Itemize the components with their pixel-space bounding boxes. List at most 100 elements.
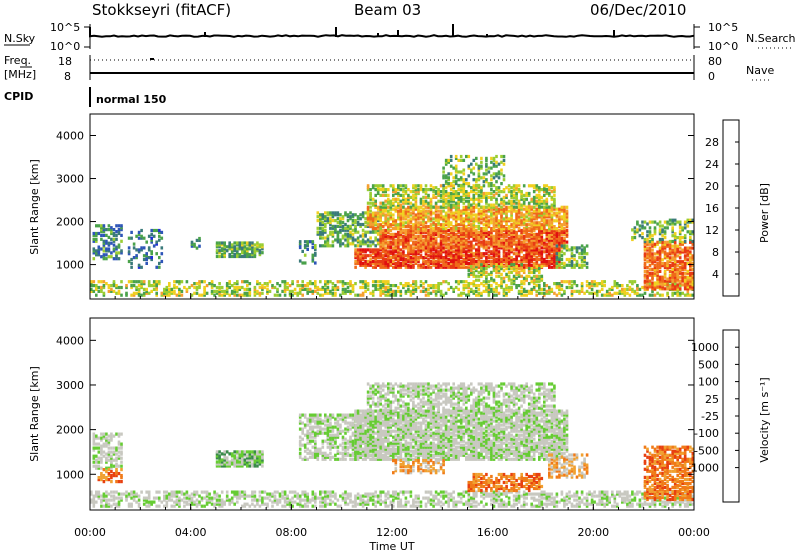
scatter-cell [417, 259, 420, 264]
scatter-cell [492, 252, 496, 256]
scatter-cell [532, 282, 536, 286]
scatter-cell [444, 182, 448, 186]
scatter-cell [414, 227, 418, 231]
scatter-cell [439, 252, 443, 256]
scatter-cell [490, 219, 493, 223]
scatter-cell [437, 219, 440, 223]
scatter-cell [130, 257, 133, 262]
scatter-cell [470, 219, 473, 223]
scatter-cell [449, 191, 453, 196]
scatter-cell [497, 221, 501, 225]
noise-spikes [89, 24, 615, 37]
scatter-cell [371, 211, 375, 215]
scatter-cell [434, 225, 438, 229]
scatter-cell [404, 282, 408, 286]
scatter-cell [502, 228, 506, 233]
scatter-cell [321, 217, 325, 221]
scatter-cell [560, 217, 564, 221]
scatter-cell [543, 215, 546, 219]
scatter-cell [379, 236, 382, 240]
scatter-cell [517, 284, 521, 288]
scatter-cell [663, 226, 667, 230]
scatter-cell [417, 238, 420, 242]
scatter-cell [155, 504, 158, 508]
scatter-cell [414, 282, 418, 286]
scatter-cell [631, 289, 634, 293]
scatter-cell [306, 247, 309, 251]
scatter-cell [341, 217, 345, 221]
scatter-cell [404, 263, 408, 267]
scatter-cell [673, 277, 677, 281]
scatter-cell [678, 279, 682, 283]
scatter-cell [525, 289, 528, 293]
scatter-cell [331, 219, 335, 223]
scatter-cell [432, 227, 435, 231]
scatter-cell [454, 265, 458, 269]
scatter-cell [142, 498, 146, 502]
scatter-cell [472, 209, 476, 213]
scatter-cell [671, 275, 674, 279]
scatter-cell [432, 228, 435, 233]
scatter-cell [392, 197, 395, 201]
scatter-cell [540, 261, 544, 265]
scatter-cell [366, 209, 370, 213]
scatter-cell [475, 236, 478, 240]
scatter-cell [628, 293, 632, 297]
cpid-label: CPID [4, 90, 33, 103]
scatter-cell [150, 228, 153, 233]
scatter-cell [374, 256, 377, 260]
scatter-cell [407, 199, 410, 203]
scatter-cell [454, 217, 458, 221]
scatter-cell [457, 244, 460, 248]
scatter-cell [417, 221, 420, 225]
scatter-cell [381, 209, 385, 213]
scatter-cell [502, 252, 506, 256]
scatter-cell [452, 236, 455, 240]
scatter-cell [490, 228, 493, 233]
scatter-cell [565, 280, 569, 284]
scatter-cell [583, 248, 586, 252]
scatter-cell [399, 199, 403, 203]
scatter-cell [142, 280, 146, 284]
scatter-cell [100, 237, 103, 241]
scatter-cell [432, 257, 435, 262]
scatter-cell [535, 246, 539, 250]
scatter-cell [480, 188, 483, 192]
scatter-cell [261, 291, 264, 295]
scatter-cell [500, 225, 503, 229]
scatter-cell [454, 176, 458, 180]
scatter-cell [404, 209, 408, 213]
scatter-cell [298, 291, 302, 295]
scatter-cell [168, 287, 171, 291]
scatter-cell [397, 254, 400, 258]
scatter-cell [525, 252, 528, 256]
scatter-cell [465, 228, 468, 233]
scatter-cell [434, 254, 438, 258]
scatter-cell [402, 240, 405, 244]
scatter-cell [465, 246, 468, 250]
scatter-cell [673, 254, 677, 258]
scatter-cell [560, 261, 564, 265]
scatter-cell [485, 285, 488, 290]
scatter-cell [437, 259, 440, 264]
scatter-cell [538, 199, 541, 203]
scatter-cell [324, 280, 327, 284]
scatter-cell [668, 256, 672, 260]
scatter-cell [412, 282, 415, 286]
scatter-cell [150, 256, 153, 260]
scatter-cell [392, 223, 395, 227]
scatter-cell [492, 211, 496, 215]
scatter-cell [653, 226, 657, 230]
scatter-cell [160, 252, 164, 256]
scatter-cell [505, 213, 508, 217]
scatter-cell [379, 234, 382, 238]
scatter-cell [449, 248, 453, 252]
scatter-cell [517, 223, 521, 227]
scatter-cell [424, 256, 428, 260]
scatter-cell [500, 272, 503, 276]
scatter-cell [409, 263, 413, 267]
scatter-cell [490, 195, 493, 199]
scatter-cell [538, 213, 541, 217]
scatter-cell [691, 293, 695, 297]
scatter-cell [502, 158, 506, 162]
